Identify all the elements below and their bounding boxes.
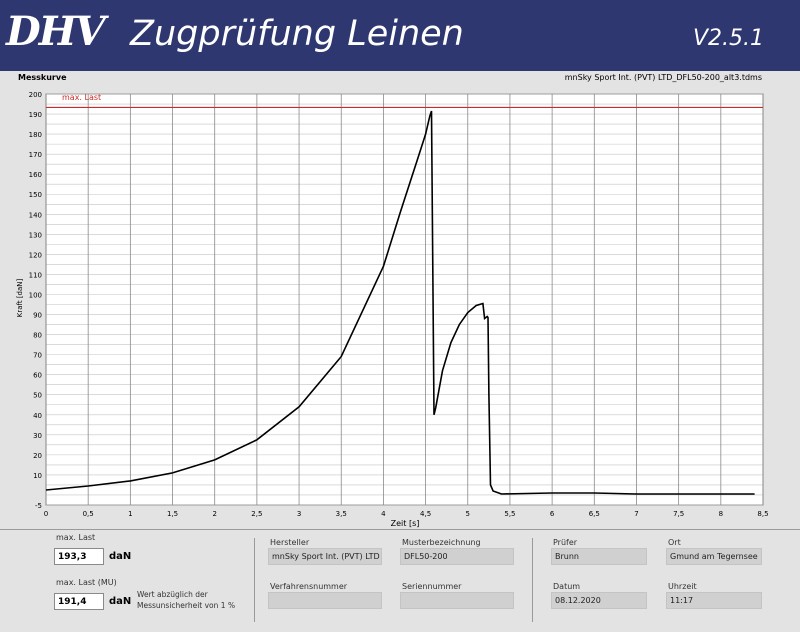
y-tick-label: 190 xyxy=(29,111,42,119)
max-last-label: max. Last xyxy=(56,533,96,542)
x-tick-label: 6 xyxy=(550,510,555,518)
app-header: DHV Zugprüfung Leinen V2.5.1 xyxy=(0,0,800,71)
dhv-logo: DHV xyxy=(6,8,106,55)
muster-field[interactable]: DFL50-200 xyxy=(400,548,514,565)
x-tick-label: 5,5 xyxy=(504,510,515,518)
force-curve xyxy=(45,110,755,495)
x-tick-label: 3,5 xyxy=(336,510,347,518)
hersteller-label: Hersteller xyxy=(270,538,310,547)
hersteller-field[interactable]: mnSky Sport Int. (PVT) LTD xyxy=(268,548,382,565)
pruefer-label: Prüfer xyxy=(553,538,578,547)
grid xyxy=(45,93,764,506)
max-last-mu-value: 191,4 xyxy=(54,593,104,610)
x-tick-label: 3 xyxy=(297,510,301,518)
y-tick-label: 80 xyxy=(33,332,42,340)
x-tick-label: 4,5 xyxy=(420,510,431,518)
y-tick-label: 200 xyxy=(29,91,42,99)
version-label: V2.5.1 xyxy=(692,26,764,51)
y-tick-label: 180 xyxy=(29,131,42,139)
y-tick-label: 140 xyxy=(29,211,42,219)
y-tick-label: 170 xyxy=(29,151,42,159)
x-tick-label: 7,5 xyxy=(673,510,684,518)
verfahren-label: Verfahrensnummer xyxy=(270,582,348,591)
max-last-mu-label: max. Last (MU) xyxy=(56,578,117,587)
x-tick-label: 5 xyxy=(466,510,470,518)
max-last-unit: daN xyxy=(109,551,132,562)
ort-field[interactable]: Gmund am Tegernsee xyxy=(666,548,762,565)
x-tick-label: 8,5 xyxy=(757,510,768,518)
x-tick-label: 0 xyxy=(44,510,48,518)
pruefer-field[interactable]: Brunn xyxy=(551,548,647,565)
serien-label: Seriennummer xyxy=(402,582,462,591)
x-tick-labels: 0 0,5 1 1,5 2 2,5 3 3,5 4 4,5 5 5,5 6 6,5 7 7,5 8 8,5 xyxy=(44,510,769,518)
app-title: Zugprüfung Leinen xyxy=(130,14,464,54)
vertical-divider xyxy=(532,538,533,622)
max-last-value: 193,3 xyxy=(54,548,104,565)
y-axis-label: Kraft [daN] xyxy=(16,278,24,317)
y-tick-label: 50 xyxy=(33,392,42,400)
y-tick-label: 130 xyxy=(29,231,42,239)
muster-label: Musterbezeichnung xyxy=(402,538,481,547)
y-tick-label: 90 xyxy=(33,312,42,320)
y-tick-label: 160 xyxy=(29,171,42,179)
file-name: mnSky Sport Int. (PVT) LTD_DFL50-200_alt… xyxy=(564,73,762,82)
y-tick-label: 60 xyxy=(33,372,42,380)
uncertainty-note: Wert abzüglich der Messunsicherheit von … xyxy=(137,590,236,610)
y-tick-label: 70 xyxy=(33,352,42,360)
ort-label: Ort xyxy=(668,538,681,547)
x-tick-label: 2 xyxy=(212,510,216,518)
x-tick-label: 4 xyxy=(381,510,386,518)
x-tick-label: 0,5 xyxy=(83,510,94,518)
x-tick-label: 1,5 xyxy=(167,510,178,518)
y-tick-label: 120 xyxy=(29,251,42,259)
y-tick-label: -5 xyxy=(35,502,42,510)
x-tick-label: 7 xyxy=(634,510,638,518)
x-axis-label: Zeit [s] xyxy=(391,519,420,528)
verfahren-field[interactable] xyxy=(268,592,382,609)
y-tick-label: 150 xyxy=(29,191,42,199)
plot-area xyxy=(45,93,764,506)
max-last-mu-unit: daN xyxy=(109,596,132,607)
divider xyxy=(0,529,800,530)
uhrzeit-field[interactable]: 11:17 xyxy=(666,592,762,609)
y-tick-label: 30 xyxy=(33,432,42,440)
vertical-divider xyxy=(254,538,255,622)
y-tick-label: 10 xyxy=(33,472,42,480)
y-tick-label: 110 xyxy=(29,271,42,279)
y-tick-labels: -5 10 20 30 40 50 60 70 80 90 100 110 120 130 140 150 16… xyxy=(29,91,42,510)
y-tick-label: 20 xyxy=(33,452,42,460)
datum-label: Datum xyxy=(553,582,581,591)
x-tick-label: 8 xyxy=(719,510,723,518)
x-tick-label: 2,5 xyxy=(251,510,262,518)
force-time-chart: -510203040506070809010011012013014015016… xyxy=(16,91,769,528)
graph-title: Messkurve xyxy=(18,73,67,82)
x-tick-label: 1 xyxy=(128,510,132,518)
y-tick-label: 100 xyxy=(29,291,42,299)
graph-panel: Messkurve mnSky Sport Int. (PVT) LTD_DFL… xyxy=(0,71,800,530)
serien-field[interactable] xyxy=(400,592,514,609)
uhrzeit-label: Uhrzeit xyxy=(668,582,697,591)
y-tick-label: 40 xyxy=(33,412,42,420)
max-last-label: max. Last xyxy=(62,93,101,102)
x-tick-label: 6,5 xyxy=(589,510,600,518)
datum-field[interactable]: 08.12.2020 xyxy=(551,592,647,609)
